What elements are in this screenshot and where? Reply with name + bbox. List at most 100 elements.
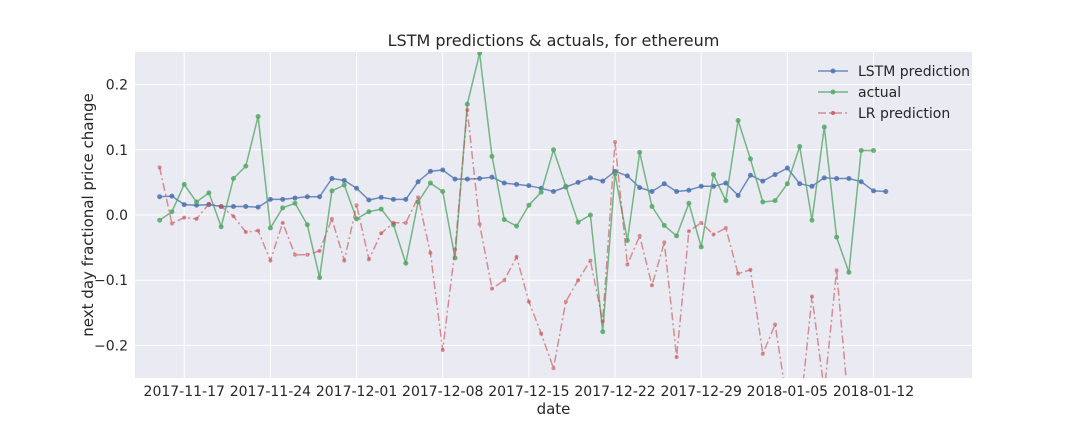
data-point [588, 258, 593, 263]
data-point [649, 283, 654, 288]
series-line [158, 109, 847, 378]
data-point [329, 175, 335, 181]
data-point [661, 222, 667, 228]
x-tick-label: 2017-12-08 [402, 384, 483, 400]
data-point [280, 205, 286, 211]
data-point [341, 182, 347, 188]
data-point [477, 175, 483, 181]
data-point [501, 180, 507, 186]
data-point [206, 190, 212, 196]
data-point [624, 237, 630, 243]
data-point [194, 216, 199, 221]
data-point [809, 294, 814, 299]
data-point [526, 299, 531, 304]
data-point [280, 196, 286, 202]
data-point [674, 189, 680, 195]
x-tick-label: 2017-12-22 [574, 384, 655, 400]
data-point [551, 366, 556, 371]
data-point [489, 174, 495, 180]
data-point [809, 183, 815, 189]
data-point [612, 171, 618, 177]
data-point [821, 175, 827, 181]
y-tick-label: 0.2 [106, 78, 128, 94]
data-point [587, 212, 593, 218]
x-tick-label: 2018-01-12 [833, 384, 914, 400]
data-point [329, 216, 334, 221]
data-point [539, 331, 544, 336]
data-point [501, 217, 507, 223]
x-axis-label: date [537, 400, 571, 418]
data-point [502, 278, 507, 283]
data-point [846, 175, 852, 181]
data-point [464, 101, 470, 107]
data-point [576, 278, 581, 283]
data-point [317, 248, 322, 253]
data-point [637, 233, 642, 238]
data-point [255, 114, 261, 120]
data-point [243, 204, 249, 210]
data-point [662, 240, 667, 245]
legend-item-actual: actual [818, 85, 901, 101]
data-point [661, 181, 667, 187]
data-point [453, 247, 458, 252]
data-point [809, 217, 815, 223]
data-point [858, 147, 864, 153]
data-point [538, 189, 544, 195]
data-point [378, 206, 384, 212]
data-point [551, 189, 556, 195]
data-point [477, 222, 482, 227]
y-tick-label: 0.0 [106, 208, 128, 224]
data-point [440, 189, 446, 195]
data-point [686, 187, 692, 193]
legend-marker [831, 111, 835, 115]
data-point [231, 214, 236, 219]
data-point [846, 269, 852, 275]
data-point [760, 178, 766, 184]
data-point [329, 188, 335, 194]
data-point [293, 252, 298, 257]
data-point [391, 220, 396, 225]
data-point [871, 188, 877, 194]
data-point [834, 234, 840, 240]
data-point [378, 194, 384, 200]
data-point [489, 286, 494, 291]
x-tick-label: 2018-01-05 [747, 384, 828, 400]
x-tick-label: 2017-11-17 [144, 384, 225, 400]
data-point [403, 260, 409, 266]
data-point [181, 181, 187, 187]
data-point [280, 220, 285, 225]
x-tick-label: 2017-12-01 [316, 384, 397, 400]
data-point [773, 322, 778, 327]
legend-label: actual [858, 85, 901, 101]
data-point [218, 224, 224, 230]
data-point [403, 220, 408, 225]
data-point [230, 204, 236, 210]
data-point [403, 196, 409, 202]
data-point [637, 185, 643, 191]
data-point [243, 163, 249, 169]
data-point [649, 204, 655, 210]
data-point [699, 220, 704, 225]
legend-marker [830, 89, 836, 95]
y-tick-label: −0.1 [94, 273, 128, 289]
series-actual [157, 52, 877, 335]
data-point [354, 203, 359, 208]
data-point [452, 176, 458, 182]
data-point [772, 172, 778, 178]
data-point [551, 147, 556, 153]
data-point [674, 233, 680, 239]
data-point [747, 172, 753, 178]
legend-item-lr-prediction: LR prediction [818, 106, 950, 122]
data-point [600, 178, 606, 184]
data-point [206, 201, 211, 206]
data-point [354, 185, 360, 191]
data-point [169, 193, 175, 199]
data-point [194, 199, 200, 205]
data-point [354, 216, 360, 222]
data-point [735, 117, 741, 123]
data-point [256, 228, 261, 233]
data-point [342, 258, 347, 263]
grid [135, 52, 972, 378]
legend: LSTM prediction actual LR prediction [818, 64, 970, 122]
